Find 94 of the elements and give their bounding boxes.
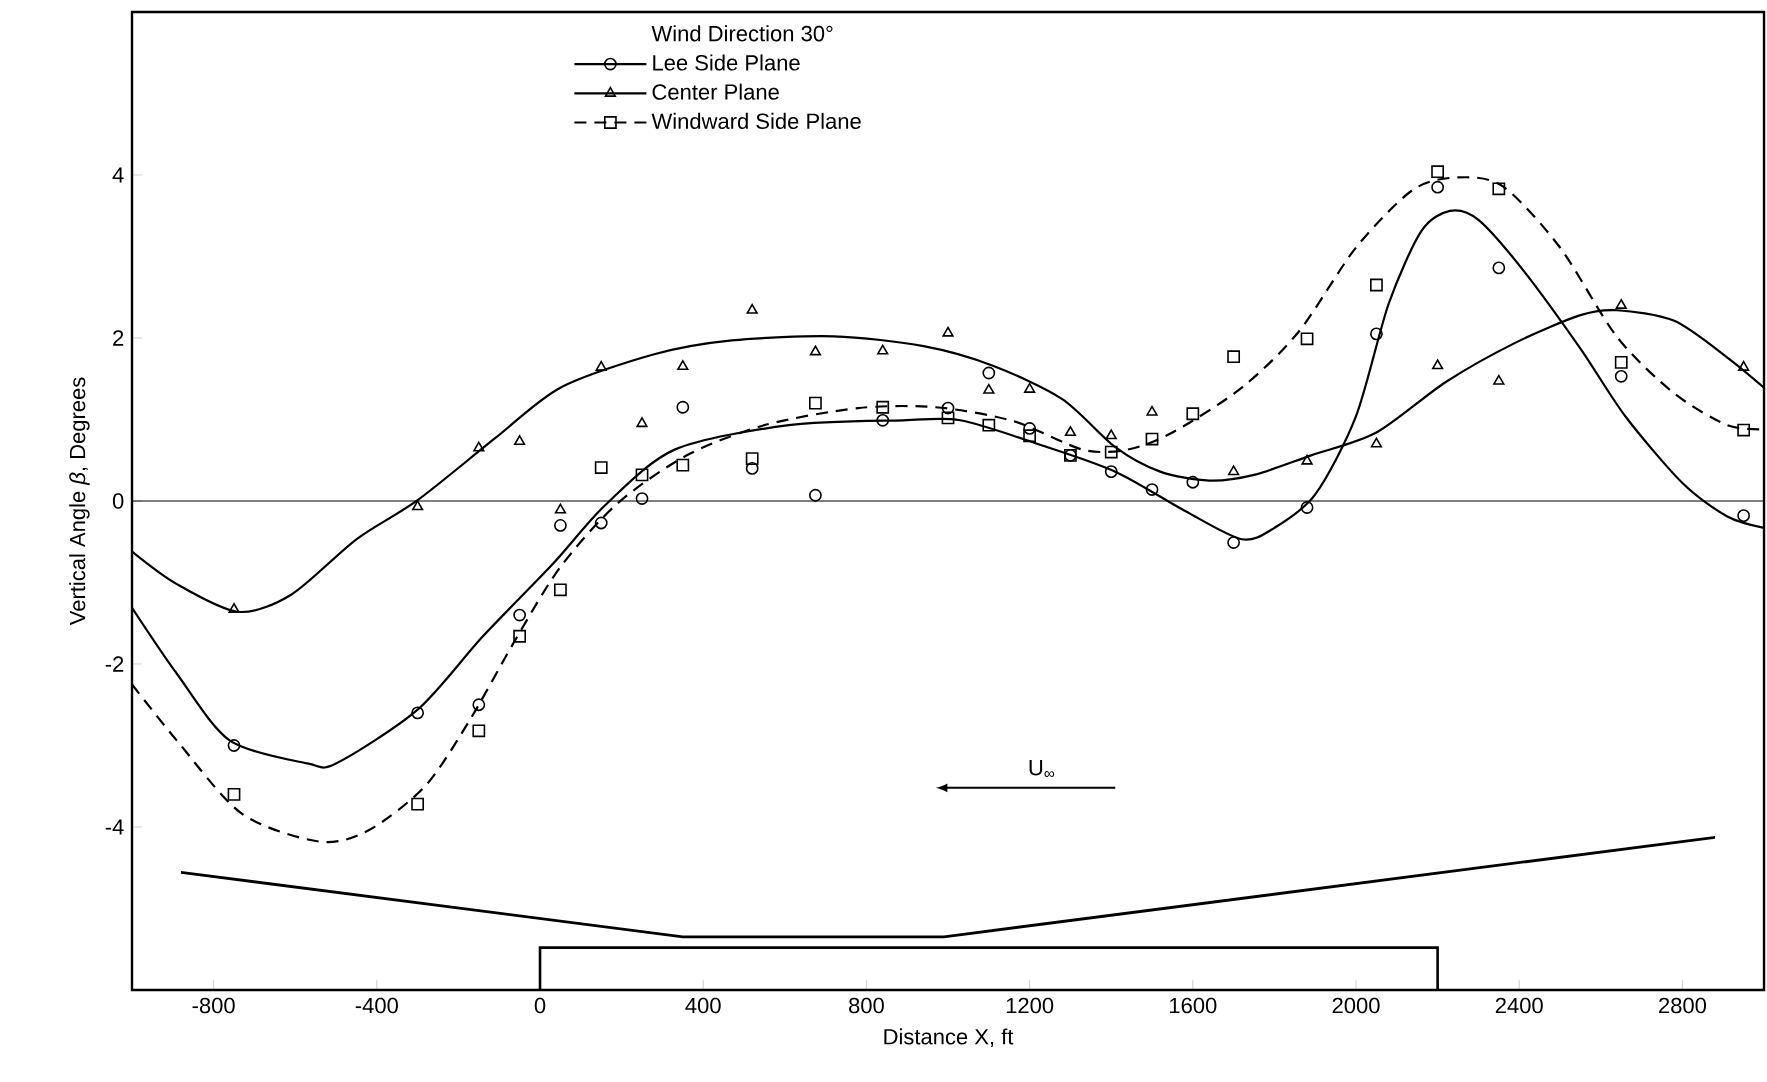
point [1614,356,1628,369]
point [595,360,607,371]
point [594,516,608,530]
point [1104,465,1118,479]
point [1023,382,1036,393]
point [1492,182,1506,196]
x-tick-label: 800 [849,997,884,1014]
point [1300,501,1314,514]
point [1186,407,1200,421]
point [877,344,889,355]
point [1104,445,1118,459]
point [1737,423,1751,437]
x-tick-label: 1200 [1006,997,1054,1014]
point [809,488,822,502]
point [1370,437,1383,448]
point [554,583,567,597]
point [1615,298,1627,309]
point [1431,165,1445,179]
point [554,503,567,514]
point [594,461,608,474]
point [554,519,567,532]
point [473,441,485,452]
point [1493,374,1505,385]
point [1105,429,1117,440]
legend-title: Wind Direction 30° [651,25,833,42]
point [1145,432,1159,446]
point [983,383,995,394]
point [941,411,955,425]
x-tick-label: 400 [685,997,721,1014]
point [513,629,527,643]
point [676,458,690,472]
legend-label: Lee Side Plane [653,54,800,71]
point [1145,483,1159,496]
point [1431,359,1444,370]
point [513,435,526,446]
point [1300,332,1314,346]
x-tick-label: -400 [355,997,398,1014]
point [746,303,758,314]
y-axis-title: Vertical Angle β, Degrees [69,377,90,626]
point [1737,509,1751,523]
point [809,345,822,356]
point [1227,536,1241,549]
point [1737,360,1750,371]
point [636,417,648,428]
point [982,418,996,432]
point [1146,405,1158,416]
x-axis-title: Distance X, ft [884,1028,1014,1048]
point [1301,454,1313,465]
point [472,698,486,712]
point [472,724,486,738]
point [676,400,690,414]
point [745,452,759,465]
point [941,401,955,415]
point [635,468,649,482]
point [227,787,241,801]
point [1227,350,1241,364]
x-tick-label: 2000 [1332,997,1380,1014]
point [1186,475,1200,489]
point [411,797,425,811]
x-tick-label: 1600 [1170,997,1217,1014]
point [942,326,954,337]
point [1431,180,1445,194]
point [982,366,996,380]
legend-label: Windward Side Plane [651,112,861,130]
y-tick-label: -4 [105,819,124,835]
x-tick-label: 2400 [1495,997,1543,1014]
point [227,739,241,752]
point [411,706,425,720]
x-tick-label: 0 [534,997,546,1014]
point [876,400,890,414]
point [228,602,240,613]
annotation: U$_{∞}$ [1029,760,1055,777]
point [635,492,649,505]
point [1064,426,1077,437]
point [876,413,890,427]
y-tick-label: 4 [112,167,124,183]
y-tick-label: 0 [112,493,124,509]
point [745,461,759,475]
point [1023,422,1037,435]
y-tick-label: -2 [105,656,124,672]
legend-label: Center Plane [652,83,779,100]
point [411,500,424,511]
point [1370,327,1383,341]
point [809,396,822,410]
x-tick-label: 2800 [1659,997,1707,1014]
point [677,360,689,371]
x-tick-label: -800 [192,997,235,1014]
point [1023,429,1037,443]
y-tick-label: 2 [113,330,124,346]
point [1370,278,1383,292]
point [1492,261,1506,275]
point [1227,465,1240,476]
point [1614,369,1628,383]
point [513,608,527,622]
